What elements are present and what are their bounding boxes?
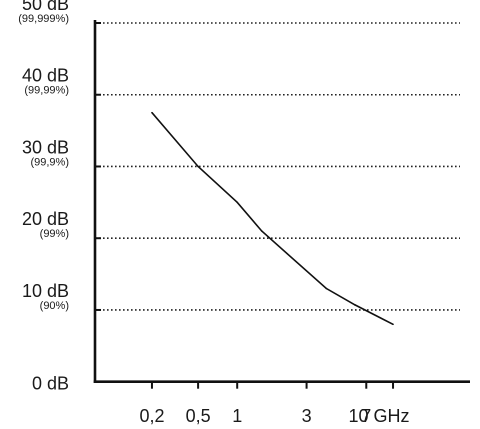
series-line-0 xyxy=(151,112,394,326)
series-layer xyxy=(151,111,394,326)
x-tick-labels: 0,2 0,5 1 3 710 GHz xyxy=(139,381,410,426)
data-point-0-4 xyxy=(325,287,328,290)
x-tick-label-5: 10 GHz xyxy=(349,406,410,426)
data-point-0-1 xyxy=(197,165,199,168)
y-tick-sublabel-40: (99,99%) xyxy=(24,85,69,97)
y-tick-sublabel-30: (99,9%) xyxy=(30,156,69,168)
x-tick-label-0: 0,2 xyxy=(139,406,164,426)
x-tick-label-2: 1 xyxy=(232,406,242,426)
y-tick-label-20: 20 dB xyxy=(22,209,69,229)
y-tick-label-50: 50 dB xyxy=(22,0,69,14)
y-tick-sublabel-20: (99%) xyxy=(40,228,69,240)
y-tick-label-30: 30 dB xyxy=(22,137,69,157)
x-tick-label-1: 0,5 xyxy=(186,406,211,426)
y-tick-label-40: 40 dB xyxy=(22,66,69,86)
y-tick-sublabel-50: (99,999%) xyxy=(18,13,69,25)
y-tick-label-0: 0 dB xyxy=(32,374,69,394)
data-point-0-5 xyxy=(354,304,356,306)
gridlines xyxy=(95,22,460,311)
data-point-0-2 xyxy=(236,201,238,204)
x-tick-label-4: 7 xyxy=(361,406,371,426)
y-tick-sublabel-10: (90%) xyxy=(40,300,69,312)
data-point-0-3 xyxy=(260,230,263,232)
x-tick-label-3: 3 xyxy=(302,406,312,426)
y-tick-labels: 0 dB 10 dB(90%) 20 dB(99%) 30 dB(99,9%) 40 d… xyxy=(18,0,69,394)
data-point-0-0 xyxy=(151,111,153,114)
y-tick-label-10: 10 dB xyxy=(22,281,69,301)
data-point-0-6 xyxy=(392,323,394,326)
axes xyxy=(93,20,470,384)
